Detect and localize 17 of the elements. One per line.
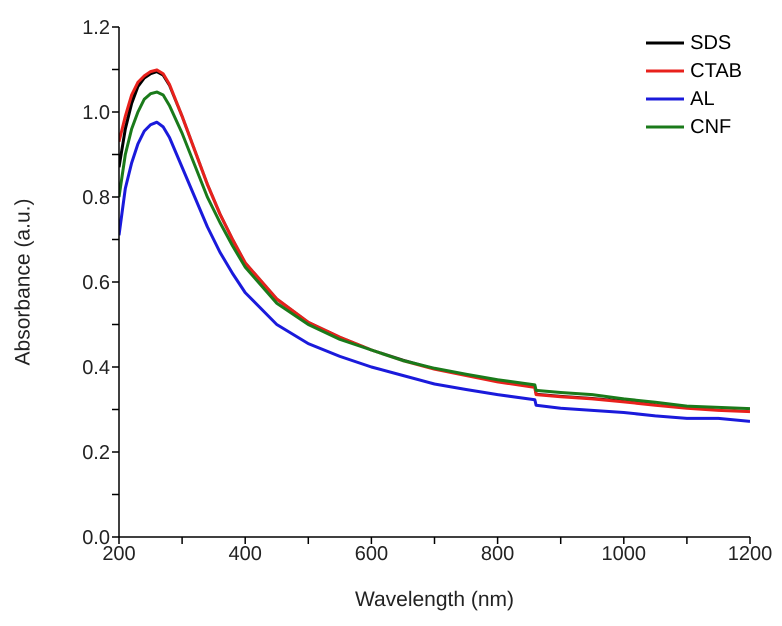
x-tick-label: 800 (480, 543, 514, 566)
y-tick-label: 0.2 (82, 442, 110, 464)
legend-label: CNF (690, 115, 732, 140)
x-tick-label: 1200 (728, 543, 772, 566)
y-tick-label: 1.0 (82, 102, 110, 124)
y-tick-label: 0.8 (82, 187, 110, 210)
legend-label: AL (690, 87, 715, 112)
y-tick-label: 1.2 (82, 17, 110, 40)
x-tick-label: 600 (354, 543, 388, 566)
legend-label: CTAB (690, 59, 742, 84)
y-axis-title: Absorbance (a.u.) (11, 198, 34, 366)
x-tick-label: 400 (228, 543, 262, 566)
legend-label: SDS (690, 31, 732, 56)
x-tick-label: 1000 (602, 543, 646, 566)
y-tick-label: 0.6 (82, 272, 110, 294)
x-axis-title: Wavelength (nm) (354, 588, 514, 611)
y-tick-label: 0.4 (82, 357, 110, 380)
